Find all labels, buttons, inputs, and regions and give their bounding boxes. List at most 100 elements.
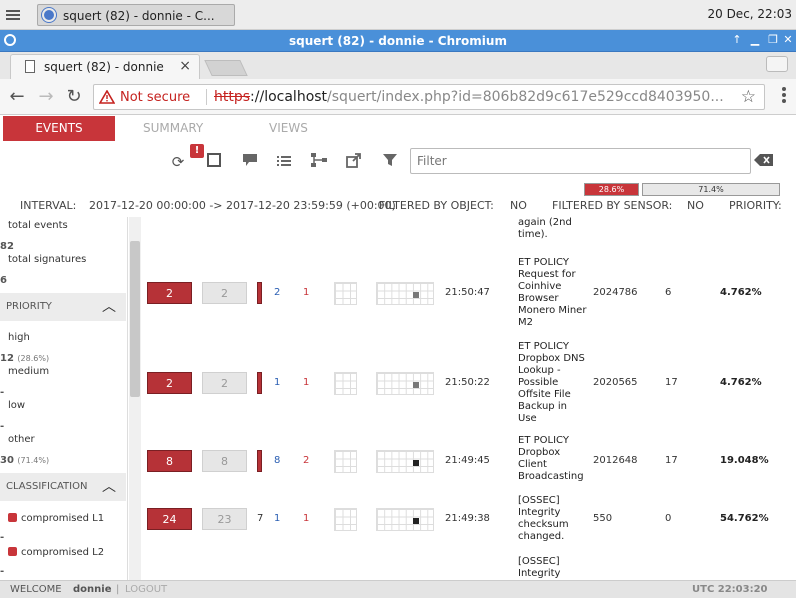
security-label[interactable]: Not secure [120,90,191,105]
sidebar-scrollbar[interactable] [129,217,141,580]
priority-low-value: - [0,421,5,432]
app-menu-icon[interactable] [6,8,24,22]
status-bar: WELCOME donnie | LOGOUT UTC 22:03:20 [0,580,796,598]
filter-icon[interactable] [380,153,400,171]
close-tab-icon[interactable]: × [179,58,191,74]
clock[interactable]: 20 Dec, 22:03 [707,7,792,21]
logout-link[interactable]: LOGOUT [125,584,168,595]
priority-other-value: 30 (71.4%) [0,455,49,466]
signature-text[interactable]: ET POLICY Dropbox Client Broadcasting [518,435,584,482]
class-count: 6 [665,287,672,298]
dst-count[interactable]: 2 [303,455,310,466]
forward-button[interactable]: → [38,86,54,107]
dst-count[interactable]: 1 [303,287,310,298]
class-item-compromised-l2[interactable]: compromised L2 [8,547,104,558]
table-row[interactable]: 8 8 8 2 21:49:45 ET POLICY Dropbox Clien… [142,435,796,491]
new-tab-button[interactable] [204,60,248,76]
class-color-swatch [8,547,17,556]
browser-menu-icon[interactable] [782,87,786,105]
signature-text[interactable]: ET POLICY Dropbox DNS Lookup - Possible … [518,341,585,424]
table-row[interactable]: 2 2 2 1 21:50:47 ET POLICY Request for C… [142,253,796,337]
interval-value[interactable]: 2017-12-20 00:00:00 -> 2017-12-20 23:59:… [89,199,396,212]
filtered-sensor-value: NO [687,199,704,212]
signature-text[interactable]: [OSSEC] Integrity checksum changed. [518,495,569,542]
comment-icon[interactable] [240,153,260,171]
taskbar-window-button[interactable]: squert (82) - donnie - C... [37,4,235,26]
table-row[interactable]: 2 2 1 1 21:50:22 ET POLICY Dropbox DNS L… [142,341,796,425]
tab-strip: squert (82) - donnie × [0,52,796,79]
scrollbar-thumb[interactable] [130,241,140,397]
filter-input[interactable] [410,148,751,174]
activity-grid [334,282,357,305]
class-item-label: compromised L1 [21,513,105,524]
dst-count[interactable]: 1 [303,513,310,524]
chevron-up-icon[interactable]: ︿ [102,299,116,315]
priority-other-label[interactable]: other [8,434,35,445]
chromium-icon [42,8,56,22]
hourly-grid [376,372,434,395]
queue-count-button[interactable]: 8 [147,450,192,472]
url-text[interactable]: https://localhost/squert/index.php?id=80… [214,89,734,105]
queue-count-button[interactable]: 24 [147,508,192,530]
url-host: ://localhost [250,89,328,105]
grid-marker [413,460,419,466]
class-count: 17 [665,377,678,388]
src-count[interactable]: 1 [274,513,281,524]
interval-row: INTERVAL: 2017-12-20 00:00:00 -> 2017-12… [0,199,796,215]
src-count[interactable]: 8 [274,455,281,466]
priority-section-header[interactable]: PRIORITY ︿ [0,293,126,321]
network-icon[interactable] [309,153,329,171]
profile-icon[interactable] [766,56,788,72]
table-row[interactable]: 24 23 7 1 1 21:49:38 [OSSEC] Integrity c… [142,495,796,545]
tab-events[interactable]: EVENTS [3,116,115,141]
os-panel: squert (82) - donnie - C... 20 Dec, 22:0… [0,0,796,30]
tab-views[interactable]: VIEWS [269,121,308,135]
bookmark-star-icon[interactable]: ☆ [740,87,756,107]
last-event-time: 21:49:45 [445,455,490,466]
class-item-compromised-l1[interactable]: compromised L1 [8,513,104,524]
total-count[interactable]: 2 [202,372,247,394]
minimize-button[interactable]: ▁ [750,33,760,46]
square-icon[interactable] [204,153,224,171]
class-count: 17 [665,455,678,466]
sidebar: total events 82 total signatures 6 PRIOR… [0,217,128,580]
queue-count-button[interactable]: 2 [147,372,192,394]
arrow-up-icon[interactable]: ↑ [732,33,742,46]
src-count[interactable]: 1 [274,377,281,388]
clear-filter-icon[interactable] [754,153,774,167]
total-signatures-label: total signatures [8,254,87,265]
signature-partial: again (2nd time). [518,217,572,240]
activity-grid [334,450,357,473]
priority-section-title: PRIORITY [6,301,52,312]
total-count[interactable]: 2 [202,282,247,304]
dst-count[interactable]: 1 [303,377,310,388]
back-button[interactable]: ← [9,86,25,107]
address-bar[interactable]: Not secure https://localhost/squert/inde… [93,84,765,110]
external-link-icon[interactable] [343,153,363,171]
reload-button[interactable]: ↻ [66,86,82,107]
refresh-icon[interactable]: ⟳ [171,153,185,171]
src-count[interactable]: 2 [274,287,281,298]
url-scheme: https [214,89,251,105]
total-count[interactable]: 23 [202,508,247,530]
priority-indicator [257,450,262,472]
tab-summary[interactable]: SUMMARY [143,121,204,135]
activity-grid [334,372,357,395]
priority-high-count: 12 [0,353,14,364]
total-count[interactable]: 8 [202,450,247,472]
hourly-grid [376,450,434,473]
priority-high-label[interactable]: high [8,332,30,343]
list-icon[interactable] [274,153,294,171]
maximize-button[interactable]: ❐ [768,33,778,46]
browser-toolbar: ← → ↻ Not secure https://localhost/squer… [0,79,796,115]
priority-medium-label[interactable]: medium [8,366,50,377]
activity-grid [334,508,357,531]
queue-count-button[interactable]: 2 [147,282,192,304]
classification-section-header[interactable]: CLASSIFICATION ︿ [0,473,126,501]
class-item-label: compromised L2 [21,547,105,558]
priority-low-label[interactable]: low [8,400,26,411]
close-button[interactable]: ✕ [783,33,793,46]
signature-text[interactable]: ET POLICY Request for Coinhive Browser M… [518,257,587,328]
chevron-up-icon[interactable]: ︿ [102,479,116,495]
browser-tab[interactable]: squert (82) - donnie × [10,54,200,79]
